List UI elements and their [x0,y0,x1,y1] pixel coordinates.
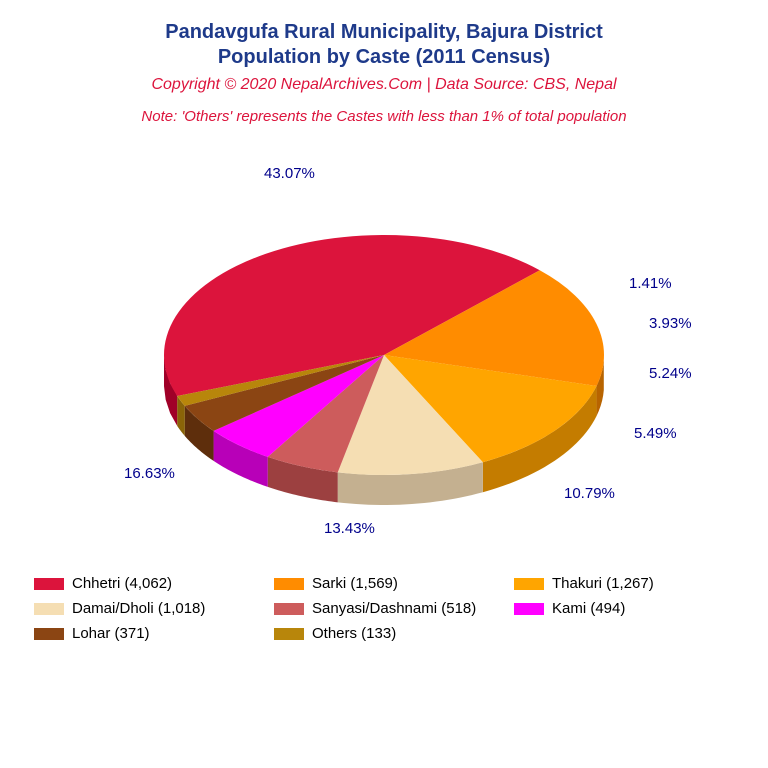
legend-item: Sarki (1,569) [274,575,494,592]
legend-label: Sanyasi/Dashnami (518) [312,600,476,617]
slice-label: 5.49% [634,425,677,442]
legend-label: Thakuri (1,267) [552,575,654,592]
legend-label: Kami (494) [552,600,625,617]
legend-label: Others (133) [312,625,396,642]
legend-item: Thakuri (1,267) [514,575,734,592]
legend-swatch [274,603,304,615]
legend-swatch [514,578,544,590]
legend-swatch [34,578,64,590]
slice-label: 3.93% [649,315,692,332]
legend-item: Damai/Dholi (1,018) [34,600,254,617]
slice-label: 5.24% [649,365,692,382]
legend-label: Lohar (371) [72,625,150,642]
legend-swatch [274,628,304,640]
legend-swatch [274,578,304,590]
legend-item: Lohar (371) [34,625,254,642]
note-line: Note: 'Others' represents the Castes wit… [141,108,626,125]
legend-label: Chhetri (4,062) [72,575,172,592]
title-line-1: Pandavgufa Rural Municipality, Bajura Di… [151,20,616,45]
legend-item: Others (133) [274,625,494,642]
legend-item: Kami (494) [514,600,734,617]
slice-label: 43.07% [264,165,315,182]
legend-item: Chhetri (4,062) [34,575,254,592]
copyright-line: Copyright © 2020 NepalArchives.Com | Dat… [151,76,616,94]
legend-swatch [514,603,544,615]
slice-label: 13.43% [324,520,375,537]
slice-label: 16.63% [124,465,175,482]
title-line-2: Population by Caste (2011 Census) [151,45,616,70]
legend-item: Sanyasi/Dashnami (518) [274,600,494,617]
title-block: Pandavgufa Rural Municipality, Bajura Di… [151,20,616,94]
legend-label: Sarki (1,569) [312,575,398,592]
pie-chart: 43.07% 16.63% 13.43% 10.79% 5.49% 5.24% 3.93% 1… [44,155,724,555]
legend-label: Damai/Dholi (1,018) [72,600,205,617]
legend-swatch [34,628,64,640]
slice-label: 10.79% [564,485,615,502]
legend-swatch [34,603,64,615]
pie-svg [44,155,724,555]
legend: Chhetri (4,062) Sarki (1,569) Thakuri (1,2… [34,575,734,642]
slice-label: 1.41% [629,275,672,292]
